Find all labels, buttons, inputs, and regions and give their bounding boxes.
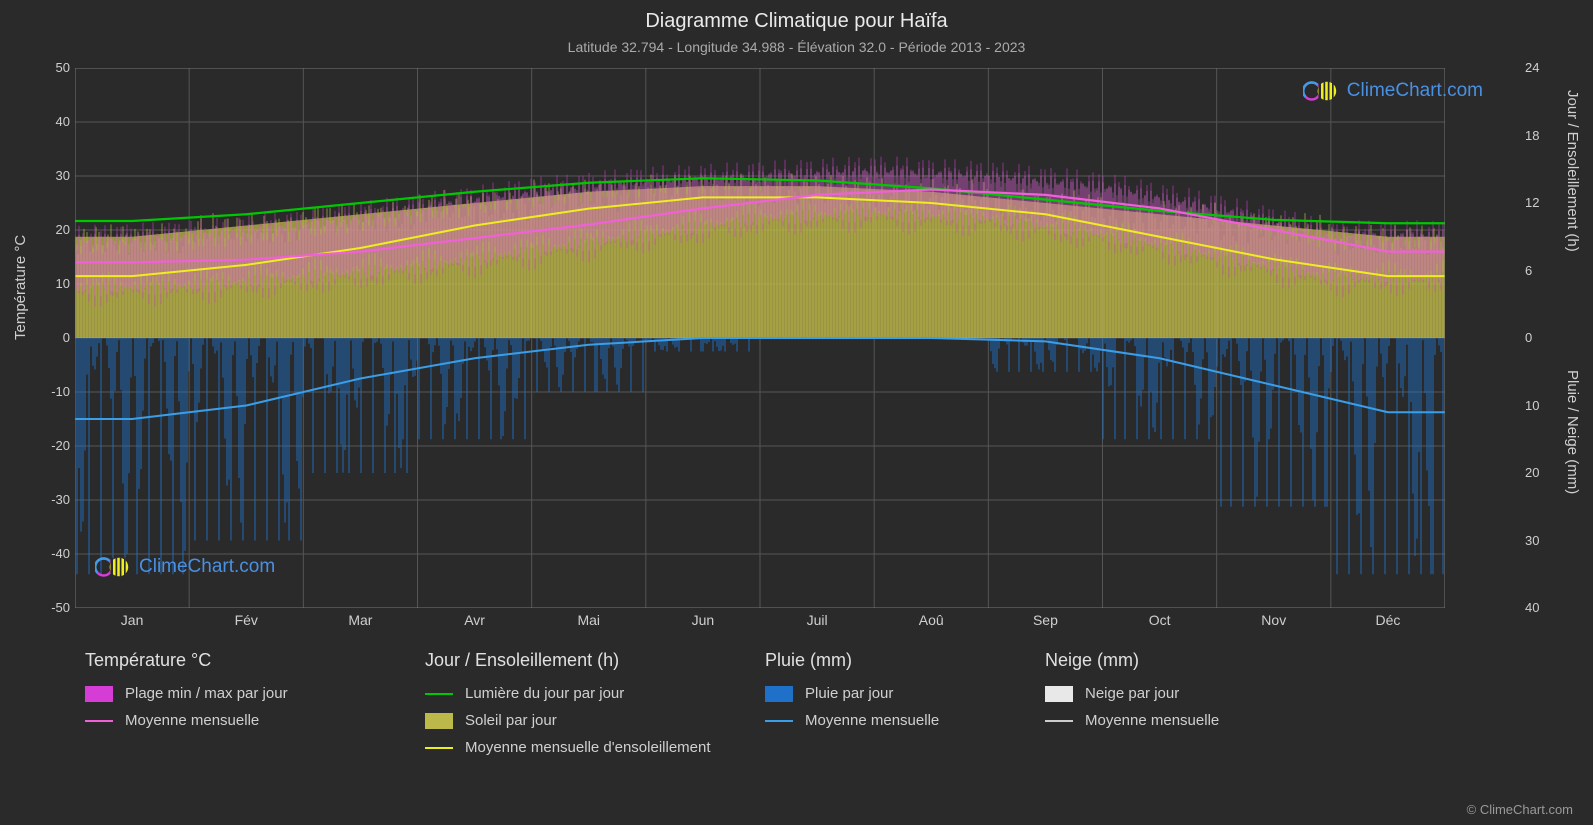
x-tick-month: Mai: [577, 612, 600, 628]
y-tick-left: 30: [35, 168, 70, 183]
y-tick-right-mm: 20: [1525, 465, 1555, 480]
legend-heading-snow: Neige (mm): [1045, 650, 1285, 671]
y-tick-left: -40: [35, 546, 70, 561]
legend-col-rain: Pluie (mm) Pluie par jour Moyenne mensue…: [765, 650, 1005, 756]
x-tick-month: Oct: [1149, 612, 1171, 628]
x-tick-month: Déc: [1375, 612, 1400, 628]
legend-heading-daylight: Jour / Ensoleillement (h): [425, 650, 725, 671]
logo-icon: [95, 556, 131, 578]
legend-label: Neige par jour: [1085, 685, 1179, 702]
y-tick-right-hours: 6: [1525, 263, 1555, 278]
x-tick-month: Mar: [348, 612, 372, 628]
y-tick-right-mm: 40: [1525, 600, 1555, 615]
y-tick-left: 10: [35, 276, 70, 291]
legend-item-sunshine-mean: Moyenne mensuelle d'ensoleillement: [425, 739, 725, 756]
legend-item-temp-range: Plage min / max par jour: [85, 685, 385, 702]
swatch-snow: [1045, 686, 1073, 702]
legend-heading-rain: Pluie (mm): [765, 650, 1005, 671]
legend-col-temperature: Température °C Plage min / max par jour …: [85, 650, 385, 756]
copyright: © ClimeChart.com: [1467, 802, 1573, 817]
x-tick-month: Sep: [1033, 612, 1058, 628]
swatch-sunshine: [425, 713, 453, 729]
x-tick-month: Juil: [807, 612, 828, 628]
legend-item-snow-daily: Neige par jour: [1045, 685, 1285, 702]
watermark-top: ClimeChart.com: [1303, 80, 1483, 102]
y-tick-left: 40: [35, 114, 70, 129]
swatch-sunshine-mean: [425, 747, 453, 749]
swatch-daylight: [425, 693, 453, 695]
legend-label: Moyenne mensuelle d'ensoleillement: [465, 739, 711, 756]
legend-item-temp-mean: Moyenne mensuelle: [85, 712, 385, 729]
y-tick-right-hours: 18: [1525, 128, 1555, 143]
chart-container: Diagramme Climatique pour Haïfa Latitude…: [0, 0, 1593, 825]
legend-label: Moyenne mensuelle: [1085, 712, 1219, 729]
plot-svg: [75, 68, 1445, 608]
plot-area: [75, 68, 1445, 608]
y-tick-right-mm: 30: [1525, 533, 1555, 548]
y-tick-left: -30: [35, 492, 70, 507]
legend-label: Pluie par jour: [805, 685, 893, 702]
chart-title: Diagramme Climatique pour Haïfa: [0, 0, 1593, 33]
y-tick-right-hours: 12: [1525, 195, 1555, 210]
legend-item-rain-daily: Pluie par jour: [765, 685, 1005, 702]
chart-subtitle: Latitude 32.794 - Longitude 34.988 - Élé…: [0, 33, 1593, 55]
y-tick-left: 20: [35, 222, 70, 237]
legend-col-daylight: Jour / Ensoleillement (h) Lumière du jou…: [425, 650, 725, 756]
legend: Température °C Plage min / max par jour …: [85, 650, 1553, 756]
swatch-temp-range: [85, 686, 113, 702]
y-axis-left-label: Température °C: [12, 235, 29, 340]
legend-item-sunshine: Soleil par jour: [425, 712, 725, 729]
x-tick-month: Avr: [464, 612, 485, 628]
y-tick-right-hours: 0: [1525, 330, 1555, 345]
legend-item-rain-mean: Moyenne mensuelle: [765, 712, 1005, 729]
legend-label: Moyenne mensuelle: [125, 712, 259, 729]
legend-item-daylight: Lumière du jour par jour: [425, 685, 725, 702]
legend-heading-temperature: Température °C: [85, 650, 385, 671]
legend-label: Moyenne mensuelle: [805, 712, 939, 729]
x-tick-month: Nov: [1261, 612, 1286, 628]
watermark-text: ClimeChart.com: [139, 556, 275, 578]
x-tick-month: Aoû: [919, 612, 944, 628]
y-tick-left: 50: [35, 60, 70, 75]
y-axis-right-bottom-label: Pluie / Neige (mm): [1564, 370, 1581, 494]
y-axis-right-top-label: Jour / Ensoleillement (h): [1564, 90, 1581, 252]
x-tick-month: Fév: [235, 612, 258, 628]
logo-icon: [1303, 80, 1339, 102]
legend-label: Lumière du jour par jour: [465, 685, 624, 702]
legend-label: Plage min / max par jour: [125, 685, 288, 702]
y-tick-right-mm: 10: [1525, 398, 1555, 413]
y-tick-left: -20: [35, 438, 70, 453]
x-tick-month: Jan: [121, 612, 144, 628]
legend-col-snow: Neige (mm) Neige par jour Moyenne mensue…: [1045, 650, 1285, 756]
y-tick-left: -50: [35, 600, 70, 615]
watermark-text: ClimeChart.com: [1347, 80, 1483, 102]
y-tick-left: -10: [35, 384, 70, 399]
x-tick-month: Jun: [692, 612, 715, 628]
swatch-temp-mean: [85, 720, 113, 722]
y-tick-left: 0: [35, 330, 70, 345]
swatch-rain: [765, 686, 793, 702]
legend-item-snow-mean: Moyenne mensuelle: [1045, 712, 1285, 729]
swatch-rain-mean: [765, 720, 793, 722]
legend-label: Soleil par jour: [465, 712, 557, 729]
swatch-snow-mean: [1045, 720, 1073, 722]
watermark-bottom: ClimeChart.com: [95, 556, 275, 578]
y-tick-right-hours: 24: [1525, 60, 1555, 75]
